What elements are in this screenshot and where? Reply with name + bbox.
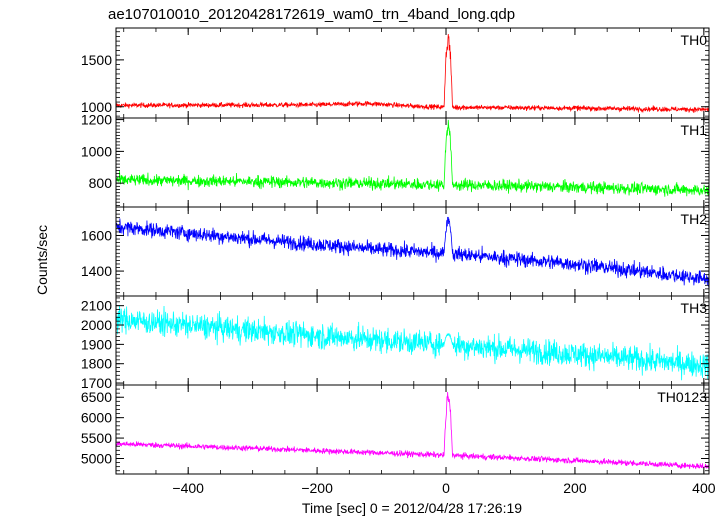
y-tick-label: 2000 [81, 317, 112, 333]
y-tick-label: 6000 [81, 410, 112, 426]
y-tick-label: 1400 [81, 263, 112, 279]
y-tick-label: 6500 [81, 389, 112, 405]
x-tick-label: 200 [563, 480, 587, 496]
y-tick-label: 1700 [81, 375, 112, 391]
x-tick-label: 0 [442, 480, 450, 496]
panel-th0123: 5000 5500 6000 6500 TH0123 [81, 384, 710, 475]
panel-label: TH0123 [657, 389, 707, 405]
y-tick-label: 1000 [81, 143, 112, 159]
y-tick-label: 1500 [81, 52, 112, 68]
panel-th0: 1000 1500 TH0 [81, 27, 710, 119]
series-line-th0 [116, 34, 709, 114]
panel-th2: 1400 1600 TH2 [81, 206, 710, 297]
panel-label: TH3 [681, 300, 708, 316]
panel-frame [115, 206, 710, 297]
series-line-th1 [116, 119, 709, 197]
panel-label: TH1 [681, 122, 708, 138]
y-tick-label: 5500 [81, 430, 112, 446]
x-tick-label: −200 [301, 480, 333, 496]
panels-group: 10001500TH080010001200TH114001600TH21700… [81, 27, 710, 475]
x-axis: −400 −200 0 200 400 [172, 480, 715, 496]
panel-frame [115, 384, 710, 475]
series-line-th2 [116, 216, 709, 288]
y-tick-label: 1900 [81, 336, 112, 352]
y-tick-label: 1200 [81, 112, 112, 128]
chart-title: ae107010010_20120428172619_wam0_trn_4ban… [108, 6, 515, 23]
y-tick-label: 800 [89, 175, 113, 191]
series-line-th0123 [116, 392, 709, 470]
x-tick-label: −400 [172, 480, 204, 496]
series-line-th3 [116, 305, 709, 381]
panel-frame [115, 295, 710, 386]
x-tick-label: 400 [692, 480, 716, 496]
y-tick-label: 1000 [81, 99, 112, 115]
y-tick-label: 1800 [81, 356, 112, 372]
panel-th1: 800 1000 1200 TH1 [81, 112, 710, 208]
x-axis-label: Time [sec] 0 = 2012/04/28 17:26:19 [302, 500, 522, 516]
panel-label: TH2 [681, 211, 708, 227]
y-tick-label: 5000 [81, 450, 112, 466]
panel-frame [115, 117, 710, 208]
panel-label: TH0 [681, 32, 708, 48]
panel-th3: 1700 1800 1900 2000 2100 TH3 [81, 295, 710, 391]
y-tick-label: 2100 [81, 298, 112, 314]
y-tick-label: 1600 [81, 227, 112, 243]
y-axis-label: Counts/sec [34, 225, 50, 295]
